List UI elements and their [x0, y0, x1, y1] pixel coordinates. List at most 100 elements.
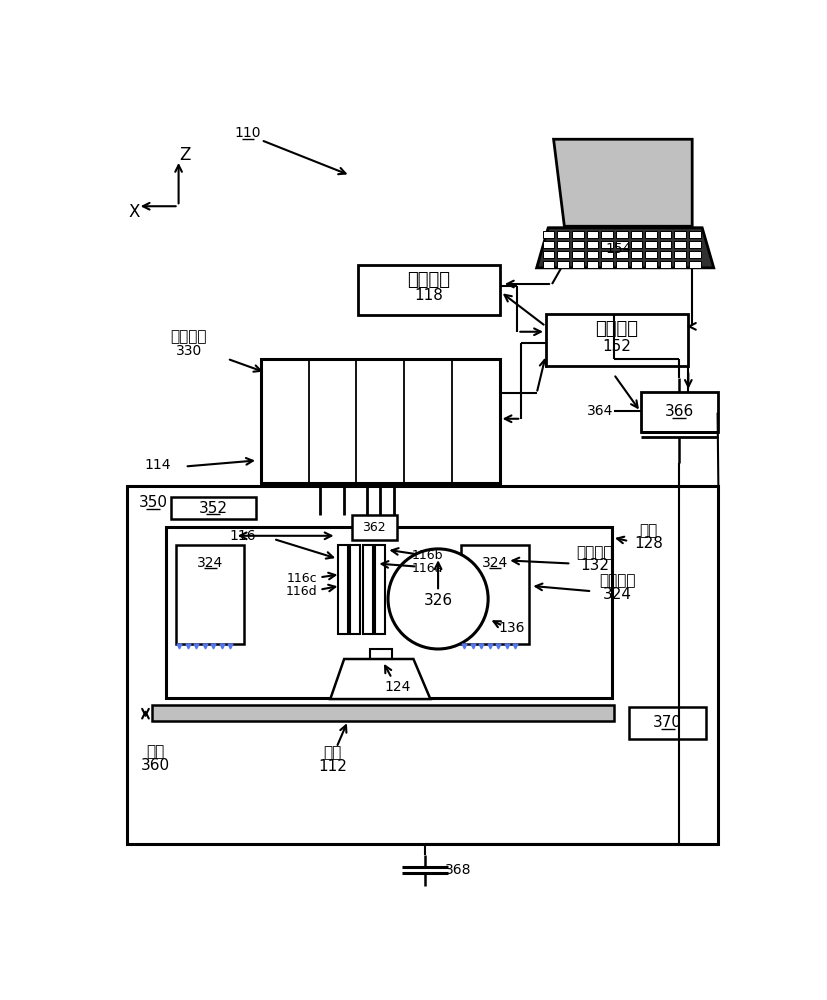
Bar	[645, 261, 657, 268]
Bar	[641, 392, 718, 432]
Text: 124: 124	[385, 680, 411, 694]
Text: 116d: 116d	[286, 585, 318, 598]
Bar	[660, 231, 672, 238]
Text: 托盘: 托盘	[146, 744, 165, 759]
Bar	[616, 261, 628, 268]
Bar	[630, 251, 642, 258]
Text: 用户介面: 用户介面	[408, 271, 451, 289]
Bar	[461, 545, 529, 644]
Bar	[689, 251, 700, 258]
Text: 352: 352	[198, 501, 227, 516]
Bar	[630, 261, 642, 268]
Bar	[543, 251, 554, 258]
Bar	[543, 231, 554, 238]
Text: 326: 326	[423, 593, 452, 608]
Bar	[601, 261, 613, 268]
Text: 366: 366	[664, 404, 694, 419]
Bar	[127, 486, 719, 844]
Bar	[572, 251, 584, 258]
Bar	[543, 261, 554, 268]
Text: 114: 114	[145, 458, 171, 472]
Bar	[370, 649, 392, 661]
Bar	[151, 705, 614, 721]
Bar	[645, 231, 657, 238]
Text: 370: 370	[653, 715, 682, 730]
Text: 调平装置: 调平装置	[576, 545, 613, 560]
Text: 350: 350	[139, 495, 168, 510]
Bar	[630, 231, 642, 238]
Bar	[572, 231, 584, 238]
Bar	[586, 251, 598, 258]
Text: 364: 364	[586, 404, 613, 418]
Bar	[362, 545, 373, 634]
Bar	[586, 231, 598, 238]
Bar	[171, 497, 256, 519]
Bar	[338, 545, 348, 634]
Bar	[630, 241, 642, 248]
Bar	[165, 527, 612, 698]
Polygon shape	[537, 228, 714, 268]
Polygon shape	[330, 659, 430, 699]
Bar	[586, 261, 598, 268]
Text: 支架: 支架	[639, 523, 657, 538]
Text: 116c: 116c	[286, 572, 317, 585]
Text: 324: 324	[197, 556, 223, 570]
Bar	[616, 251, 628, 258]
Circle shape	[388, 549, 488, 649]
Text: 116b: 116b	[412, 549, 443, 562]
Bar	[601, 241, 613, 248]
Bar	[261, 359, 500, 483]
Text: X: X	[128, 203, 140, 221]
Text: 控制单元: 控制单元	[595, 320, 638, 338]
Text: 112: 112	[318, 759, 347, 774]
Bar	[351, 545, 361, 634]
Text: 118: 118	[414, 288, 443, 303]
Text: Z: Z	[179, 146, 190, 164]
Text: 330: 330	[175, 344, 202, 358]
Bar	[601, 231, 613, 238]
Bar	[629, 707, 706, 739]
Bar	[675, 251, 686, 258]
Bar	[689, 241, 700, 248]
Text: 供应设备: 供应设备	[170, 330, 207, 345]
Text: 硬化装置: 硬化装置	[600, 573, 636, 588]
Bar	[358, 265, 500, 315]
Bar	[645, 241, 657, 248]
Bar	[675, 231, 686, 238]
Text: 360: 360	[141, 758, 170, 773]
Bar	[660, 251, 672, 258]
Bar	[176, 545, 244, 644]
Bar	[601, 251, 613, 258]
Bar	[645, 251, 657, 258]
Text: 362: 362	[362, 521, 386, 534]
Text: 324: 324	[482, 556, 508, 570]
Bar	[586, 241, 598, 248]
Bar	[572, 261, 584, 268]
Bar	[675, 261, 686, 268]
Bar	[689, 231, 700, 238]
Text: 物体: 物体	[323, 745, 342, 760]
Bar	[616, 241, 628, 248]
Text: 152: 152	[602, 339, 631, 354]
Bar	[375, 545, 385, 634]
Bar	[660, 261, 672, 268]
Bar	[546, 314, 688, 366]
Bar	[572, 241, 584, 248]
Bar	[543, 241, 554, 248]
Text: 368: 368	[445, 863, 471, 877]
Bar	[557, 241, 569, 248]
Bar	[351, 515, 396, 540]
Text: 154: 154	[606, 242, 632, 256]
Text: 324: 324	[603, 587, 632, 602]
Polygon shape	[553, 139, 692, 226]
Text: 116a: 116a	[412, 562, 443, 575]
Text: 136: 136	[499, 621, 525, 635]
Text: 110: 110	[235, 126, 261, 140]
Bar	[675, 241, 686, 248]
Bar	[557, 251, 569, 258]
Bar	[616, 231, 628, 238]
Text: 128: 128	[633, 536, 662, 551]
Bar	[557, 231, 569, 238]
Bar	[557, 261, 569, 268]
Text: 132: 132	[580, 558, 609, 573]
